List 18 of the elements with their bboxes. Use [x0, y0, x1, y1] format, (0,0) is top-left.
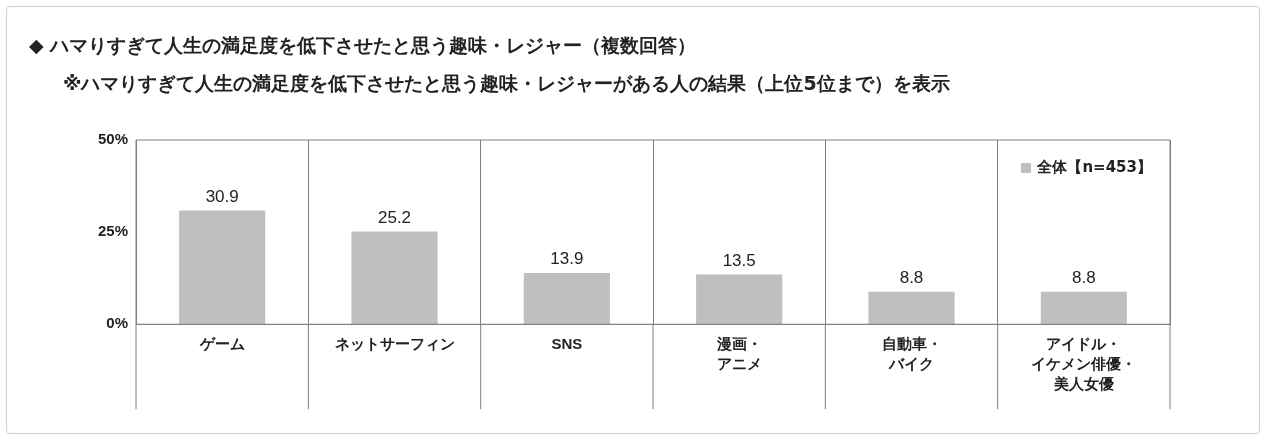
x-tick-label: 自動車・バイク — [881, 334, 942, 372]
x-tick-label: SNS — [551, 334, 583, 352]
chart-title: ◆ ハマりすぎて人生の満足度を低下させたと思う趣味・レジャー（複数回答） — [29, 33, 697, 58]
x-tick-label: アイドル・イケメン俳優・美人女優 — [1031, 334, 1137, 393]
legend-label: 全体【n=453】 — [1037, 158, 1152, 177]
x-tick-label: ゲーム — [198, 334, 245, 352]
data-label: 8.8 — [1072, 268, 1096, 288]
y-tick-label: 0% — [106, 314, 129, 332]
x-tick-label: ネットサーフィン — [334, 334, 455, 352]
y-tick-label: 50% — [97, 130, 129, 148]
x-tick-label: 漫画・アニメ — [715, 334, 762, 372]
data-label: 13.9 — [550, 249, 584, 269]
data-label: 8.8 — [899, 268, 924, 288]
y-tick-label: 25% — [97, 222, 129, 240]
data-label: 30.9 — [205, 186, 239, 206]
data-label: 13.5 — [722, 250, 756, 270]
chart-subtitle: ※ハマりすぎて人生の満足度を低下させたと思う趣味・レジャーがある人の結果（上位5位まで）を表示 — [63, 71, 950, 96]
data-label: 25.2 — [377, 207, 412, 227]
